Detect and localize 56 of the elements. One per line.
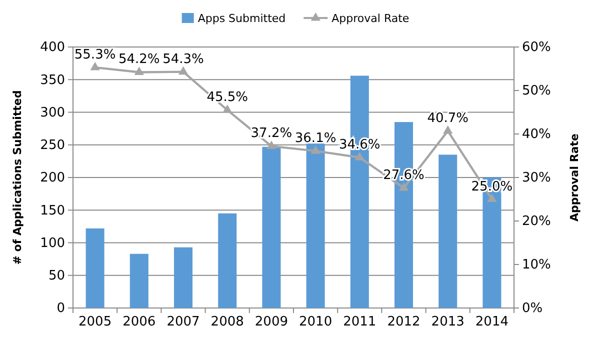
data-label: 54.3% [162, 52, 204, 67]
data-label: 45.5% [206, 90, 248, 106]
data-label: 36.1% [294, 130, 336, 146]
data-label: 34.6% [338, 137, 380, 152]
y-tick-label: 50 [48, 268, 65, 284]
legend-label: Apps Submitted [198, 12, 286, 25]
y-tick-label: 350 [40, 72, 65, 88]
y-tick-label: 100 [40, 236, 65, 251]
y2-tick-label: 10% [522, 258, 551, 273]
point [178, 66, 188, 75]
y2-tick-label: 0% [522, 301, 543, 316]
point [398, 182, 409, 191]
x-tick-label: 2010 [299, 314, 332, 330]
bar [306, 144, 325, 308]
y-axis-title: # of Applications Submitted [11, 90, 24, 265]
point [134, 66, 144, 76]
bar [130, 254, 148, 308]
x-tick-label: 2009 [254, 314, 288, 330]
point [266, 140, 276, 149]
x-tick-label: 2012 [387, 314, 420, 330]
y2-tick-label: 30% [522, 170, 551, 186]
y-tick-label: 250 [40, 138, 65, 154]
bar [218, 213, 237, 308]
y2-axis-title: Approval Rate [568, 133, 581, 222]
data-label: 55.3% [74, 47, 116, 62]
point [310, 145, 320, 154]
x-tick-label: 2014 [475, 314, 508, 330]
y-tick-label: 0 [56, 301, 65, 316]
point [222, 104, 232, 113]
bar [86, 228, 104, 308]
y2-tick-label: 60% [522, 40, 551, 56]
bar [438, 154, 458, 308]
bar [174, 247, 193, 308]
data-label: 40.7% [427, 110, 469, 126]
y-tick-label: 200 [40, 170, 65, 186]
data-label: 54.2% [118, 52, 160, 68]
data-label: 27.6% [383, 168, 424, 183]
y-tick-label: 150 [40, 203, 65, 218]
x-tick-label: 2005 [78, 314, 112, 330]
point [487, 194, 497, 202]
x-tick-label: 2007 [166, 314, 200, 330]
x-tick-label: 2011 [343, 314, 376, 330]
point [354, 152, 364, 160]
legend-label: Approval Rate [332, 12, 410, 25]
y-tick-label: 300 [40, 105, 65, 120]
data-label: 37.2% [250, 126, 292, 142]
bar [262, 146, 281, 308]
x-tick-label: 2013 [431, 314, 464, 330]
y-tick-label: 400 [40, 40, 65, 56]
point [90, 62, 100, 70]
point [443, 125, 453, 134]
y2-tick-label: 50% [522, 84, 551, 99]
x-tick-label: 2008 [210, 314, 244, 330]
x-tick-label: 2006 [122, 314, 156, 330]
y2-tick-label: 40% [522, 127, 551, 142]
y2-tick-label: 20% [522, 214, 551, 230]
